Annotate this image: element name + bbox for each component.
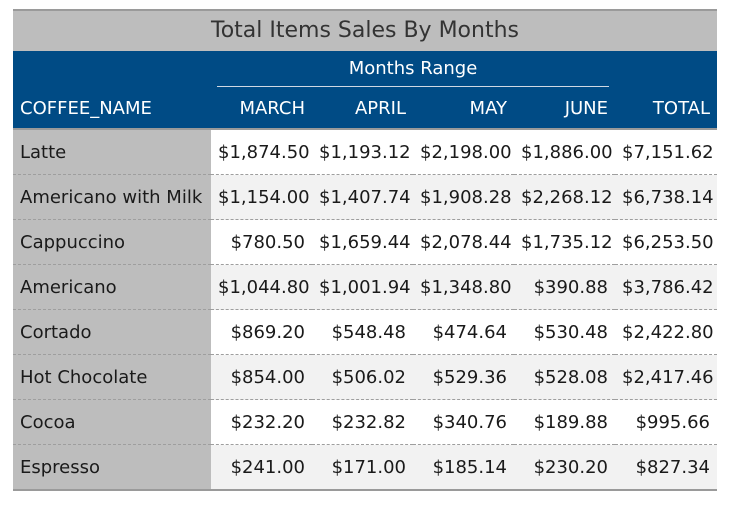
month-sales-cell: $241.00 (211, 444, 312, 491)
table-body: Latte $1,874.50 $1,193.12 $2,198.00 $1,886.0… (13, 129, 718, 491)
month-sales-cell: $1,886.00 (514, 129, 616, 175)
coffee-name-cell: Cocoa (13, 399, 211, 445)
month-sales-cell: $506.02 (312, 354, 413, 400)
total-sales-cell: $2,422.80 (615, 309, 718, 355)
total-sales-cell: $827.34 (615, 444, 718, 491)
month-sales-cell: $1,908.28 (413, 174, 514, 220)
month-sales-cell: $1,874.50 (211, 129, 312, 175)
column-header-coffee-name: COFFEE_NAME (13, 88, 211, 130)
month-sales-cell: $1,001.94 (312, 264, 413, 310)
table-row: Latte $1,874.50 $1,193.12 $2,198.00 $1,886.0… (13, 129, 718, 175)
sales-table-container: Total Items Sales By Months Months Range… (13, 9, 718, 491)
table-row: Americano with Milk $1,154.00 $1,407.74 $1,… (13, 174, 718, 220)
month-sales-cell: $1,407.74 (312, 174, 413, 220)
coffee-name-cell: Americano (13, 264, 211, 310)
month-sales-cell: $1,348.80 (413, 264, 514, 310)
column-header-month: MARCH (211, 88, 312, 130)
month-sales-cell: $232.82 (312, 399, 413, 445)
coffee-name-cell: Americano with Milk (13, 174, 211, 220)
table-row: Cortado $869.20 $548.48 $474.64 $530.48 $2,42… (13, 309, 718, 355)
table-row: Cocoa $232.20 $232.82 $340.76 $189.88 $995.66 (13, 399, 718, 445)
column-header-month: JUNE (514, 88, 616, 130)
total-sales-cell: $6,738.14 (615, 174, 718, 220)
table-row: Cappuccino $780.50 $1,659.44 $2,078.44 $1,73… (13, 219, 718, 265)
table-row: Hot Chocolate $854.00 $506.02 $529.36 $528.0… (13, 354, 718, 400)
column-header-row: COFFEE_NAME MARCH APRIL MAY JUNE TOTAL (13, 88, 718, 130)
month-sales-cell: $2,198.00 (413, 129, 514, 175)
total-sales-cell: $2,417.46 (615, 354, 718, 400)
month-sales-cell: $548.48 (312, 309, 413, 355)
month-sales-cell: $185.14 (413, 444, 514, 491)
column-header-total: TOTAL (615, 88, 718, 130)
month-sales-cell: $1,659.44 (312, 219, 413, 265)
month-sales-cell: $528.08 (514, 354, 616, 400)
column-header-month: MAY (413, 88, 514, 130)
total-sales-cell: $6,253.50 (615, 219, 718, 265)
sales-table: Months Range COFFEE_NAME MARCH APRIL MAY… (13, 51, 718, 491)
table-row: Espresso $241.00 $171.00 $185.14 $230.20 $827… (13, 444, 718, 491)
column-header-month: APRIL (312, 88, 413, 130)
month-sales-cell: $854.00 (211, 354, 312, 400)
header-spanner-blank-right (615, 51, 718, 88)
month-sales-cell: $1,193.12 (312, 129, 413, 175)
coffee-name-cell: Espresso (13, 444, 211, 491)
month-sales-cell: $340.76 (413, 399, 514, 445)
month-sales-cell: $230.20 (514, 444, 616, 491)
coffee-name-cell: Cortado (13, 309, 211, 355)
month-sales-cell: $2,078.44 (413, 219, 514, 265)
coffee-name-cell: Latte (13, 129, 211, 175)
month-sales-cell: $780.50 (211, 219, 312, 265)
month-sales-cell: $474.64 (413, 309, 514, 355)
month-sales-cell: $1,735.12 (514, 219, 616, 265)
total-sales-cell: $3,786.42 (615, 264, 718, 310)
month-sales-cell: $1,154.00 (211, 174, 312, 220)
total-sales-cell: $995.66 (615, 399, 718, 445)
month-sales-cell: $1,044.80 (211, 264, 312, 310)
header-spanner-cell: Months Range (211, 51, 616, 88)
total-sales-cell: $7,151.62 (615, 129, 718, 175)
header-spanner-row: Months Range (13, 51, 718, 88)
month-sales-cell: $529.36 (413, 354, 514, 400)
table-row: Americano $1,044.80 $1,001.94 $1,348.80 $390… (13, 264, 718, 310)
coffee-name-cell: Cappuccino (13, 219, 211, 265)
coffee-name-cell: Hot Chocolate (13, 354, 211, 400)
spanner-label: Months Range (217, 52, 610, 87)
header-spanner-blank-left (13, 51, 211, 88)
month-sales-cell: $390.88 (514, 264, 616, 310)
month-sales-cell: $232.20 (211, 399, 312, 445)
month-sales-cell: $530.48 (514, 309, 616, 355)
month-sales-cell: $189.88 (514, 399, 616, 445)
month-sales-cell: $171.00 (312, 444, 413, 491)
month-sales-cell: $869.20 (211, 309, 312, 355)
month-sales-cell: $2,268.12 (514, 174, 616, 220)
table-title: Total Items Sales By Months (13, 9, 717, 51)
